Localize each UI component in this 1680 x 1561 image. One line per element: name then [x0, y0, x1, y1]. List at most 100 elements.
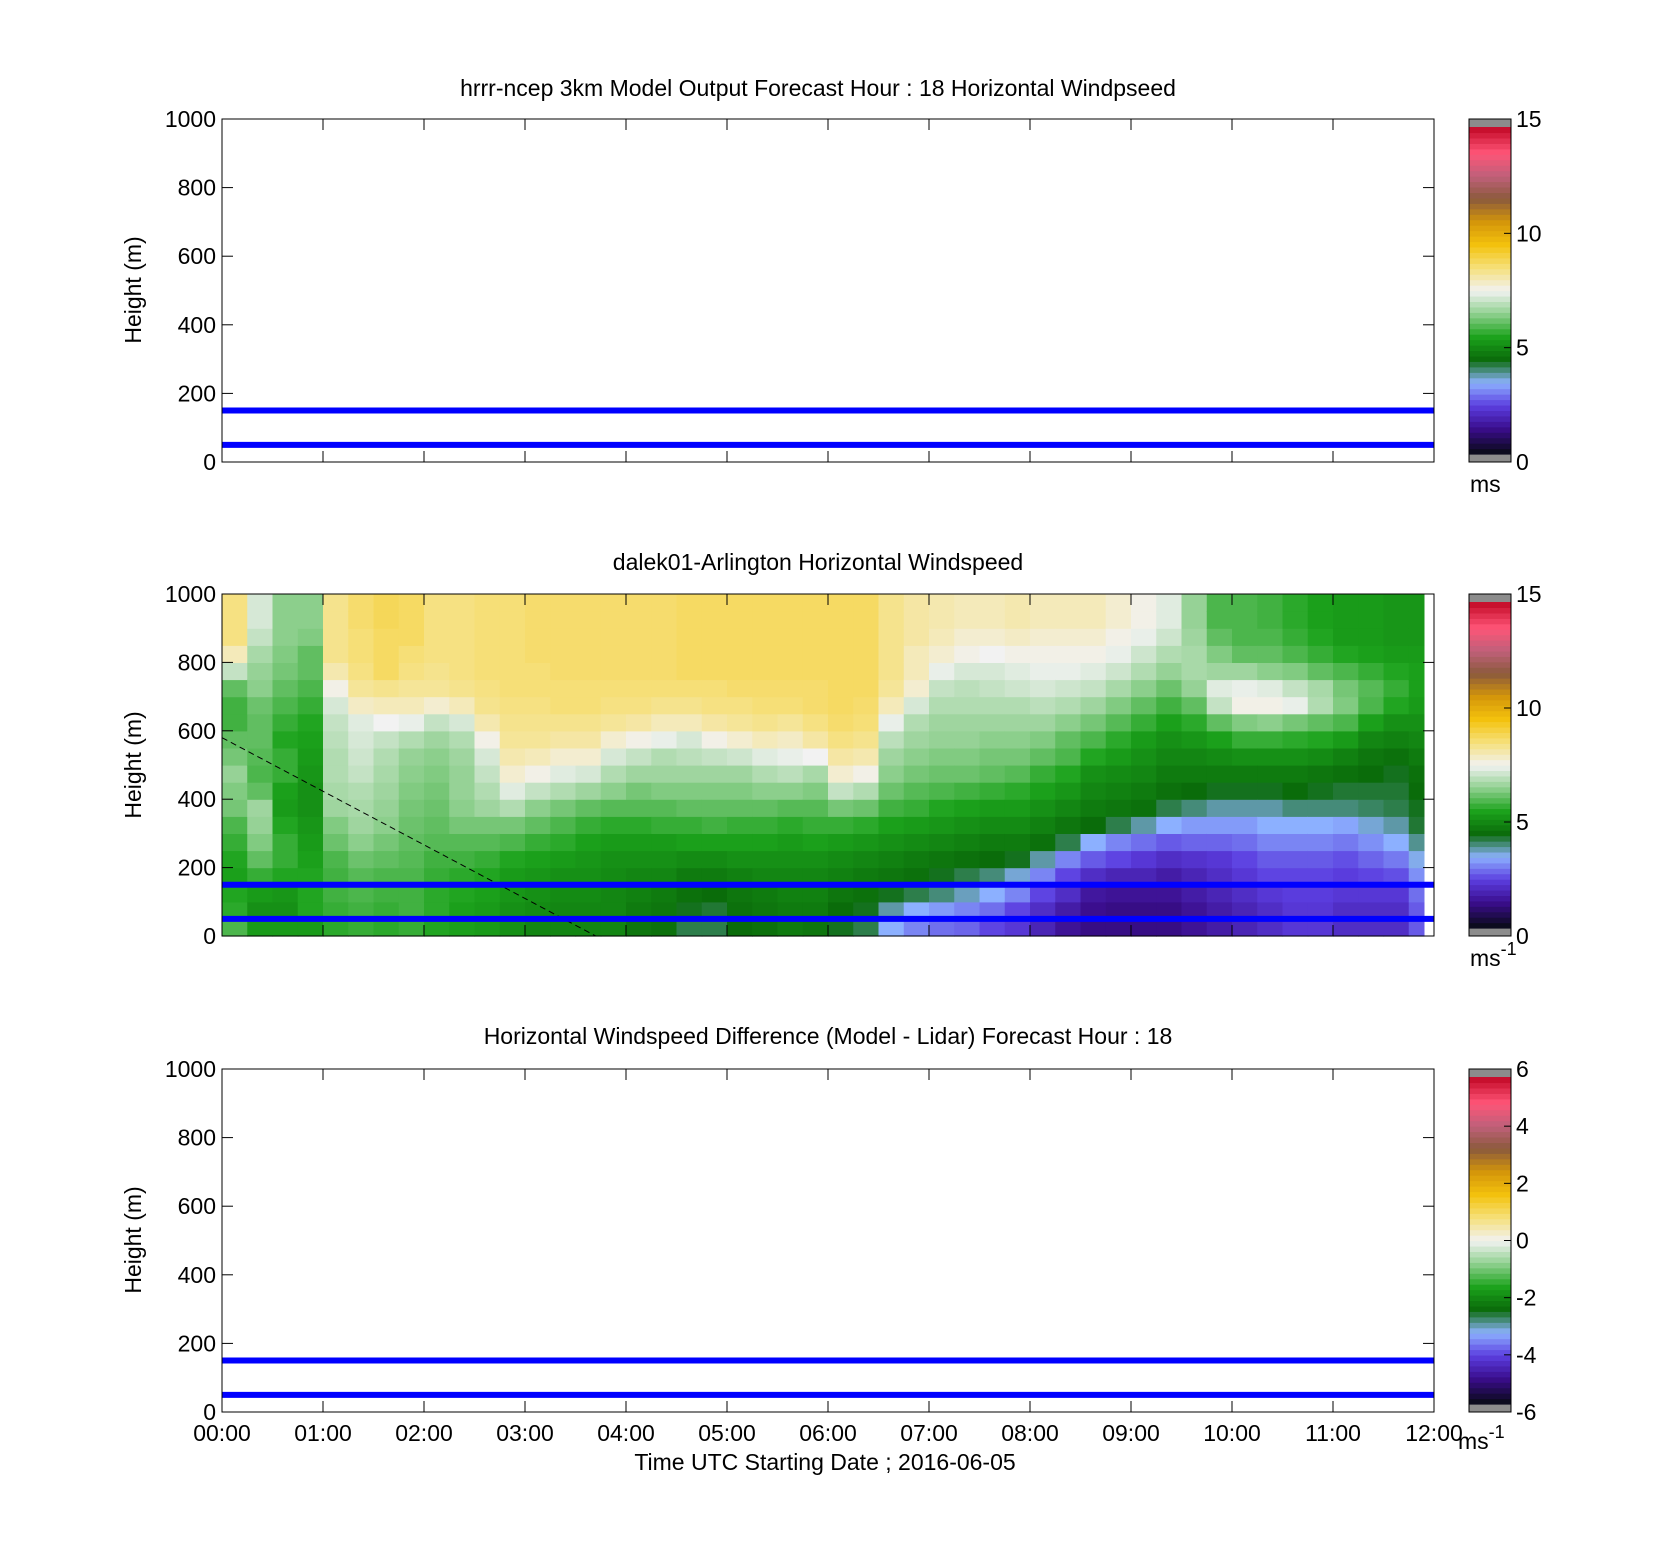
heatmap-cell [449, 782, 476, 800]
heatmap-cell [802, 611, 829, 629]
heatmap-cell [474, 696, 501, 715]
heatmap-cell [272, 662, 299, 681]
heatmap-cell [449, 611, 476, 629]
heatmap-cell [777, 816, 804, 834]
colorbar-segment [1469, 1382, 1511, 1389]
heatmap-cell [853, 765, 880, 783]
heatmap-cell [1232, 850, 1258, 869]
colorbar-segment [1469, 274, 1511, 281]
heatmap-cell [1181, 696, 1208, 715]
heatmap-cell [1282, 765, 1309, 783]
heatmap-cell [676, 884, 703, 903]
heatmap-cell [1307, 901, 1334, 920]
heatmap-cell [1232, 594, 1258, 612]
heatmap-cell [752, 850, 779, 869]
heatmap-cell [1080, 884, 1107, 903]
colorbar-segment [1469, 602, 1511, 609]
heatmap-cell [1055, 884, 1082, 903]
heatmap-cell [474, 594, 501, 612]
heatmap-cell [651, 713, 678, 732]
colorbar-segment [1469, 1224, 1511, 1231]
heatmap-cell [828, 799, 854, 817]
heatmap-cell [777, 696, 804, 715]
heatmap-cell [1257, 628, 1284, 646]
heatmap-cell [550, 765, 577, 783]
heatmap-cell [1156, 628, 1183, 646]
heatmap-cell [954, 611, 981, 629]
colorbar-segment [1469, 824, 1511, 831]
heatmap-cell [752, 765, 779, 783]
heatmap-cell [398, 730, 425, 749]
x-tick-label: 00:00 [193, 1420, 251, 1446]
heatmap-cell [297, 628, 324, 646]
y-tick-label: 0 [203, 449, 216, 475]
colorbar-segment [1469, 846, 1511, 853]
heatmap-cell [676, 696, 703, 715]
heatmap-cell [1156, 696, 1183, 715]
heatmap-cell [449, 645, 476, 663]
colorbar-segment [1469, 448, 1511, 455]
heatmap-cell [272, 628, 299, 646]
heatmap-cell [272, 679, 299, 698]
y-tick-label: 200 [178, 380, 216, 406]
heatmap-cell [575, 611, 602, 629]
heatmap-cell [651, 918, 678, 937]
heatmap-cell [424, 594, 450, 612]
colorbar-segment [1469, 884, 1511, 891]
heatmap-cell [525, 628, 551, 646]
heatmap-cell [1055, 867, 1082, 886]
heatmap-cell [600, 850, 627, 869]
heatmap-cell [828, 901, 854, 920]
heatmap-cell [1257, 730, 1284, 749]
heatmap-cell [1408, 713, 1425, 732]
heatmap-cell [903, 884, 930, 903]
heatmap-cell [1055, 799, 1082, 817]
heatmap-cell [373, 628, 400, 646]
heatmap-cell [1383, 782, 1410, 800]
heatmap-cell [1030, 867, 1056, 886]
heatmap-cell [1181, 850, 1208, 869]
colorbar-segment [1469, 1169, 1511, 1176]
heatmap-cell [929, 662, 955, 681]
heatmap-cell [1206, 713, 1233, 732]
heatmap-cell [398, 918, 425, 937]
heatmap-cell [1080, 679, 1107, 698]
heatmap-cell [1131, 713, 1157, 732]
heatmap-cell [1206, 747, 1233, 766]
heatmap-cell [651, 696, 678, 715]
heatmap-cell [853, 662, 880, 681]
heatmap-cell [828, 628, 854, 646]
colorbar-segment [1469, 1284, 1511, 1291]
heatmap-cell [954, 884, 981, 903]
heatmap-cell [1055, 628, 1082, 646]
heatmap-cell [1333, 799, 1359, 817]
colorbar-segment [1469, 301, 1511, 308]
colorbar-segment [1469, 618, 1511, 625]
heatmap-cell [676, 816, 703, 834]
heatmap-cell [1004, 611, 1031, 629]
heatmap-cell [373, 679, 400, 698]
heatmap-cell [676, 628, 703, 646]
heatmap-cell [701, 901, 728, 920]
colorbar-segment [1469, 743, 1511, 750]
colorbar-segment [1469, 394, 1511, 401]
heatmap-cell [1080, 867, 1107, 886]
colorbar-segment [1469, 1202, 1511, 1209]
heatmap-cell [878, 611, 905, 629]
heatmap-cell [1156, 765, 1183, 783]
heatmap-cell [600, 901, 627, 920]
heatmap-cell [449, 867, 476, 886]
heatmap-cell [348, 901, 375, 920]
heatmap-cell [222, 782, 248, 800]
heatmap-cell [272, 867, 299, 886]
heatmap-cell [1156, 884, 1183, 903]
heatmap-cell [525, 696, 551, 715]
heatmap-cell [727, 901, 753, 920]
heatmap-cell [499, 850, 526, 869]
heatmap-cell [1030, 645, 1056, 663]
heatmap-cell [1206, 833, 1233, 852]
heatmap-cell [1156, 611, 1183, 629]
heatmap-cell [626, 867, 652, 886]
heatmap-cell [1131, 765, 1157, 783]
heatmap-cell [1408, 696, 1425, 715]
